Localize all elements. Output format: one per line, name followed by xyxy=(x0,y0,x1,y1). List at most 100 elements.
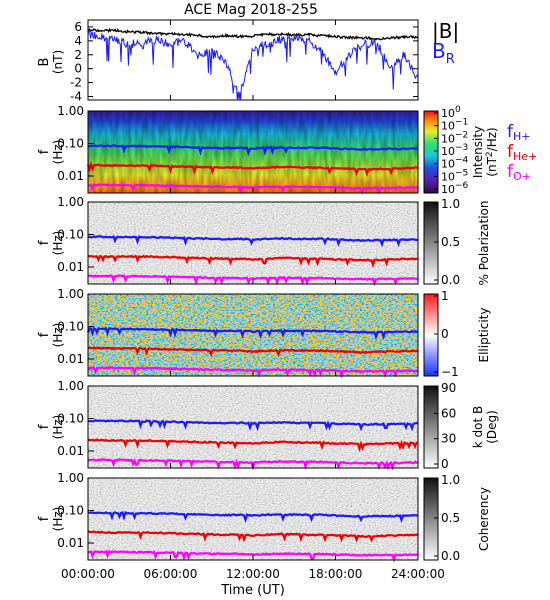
colorbar-tick-exponent: 0 xyxy=(455,105,461,115)
colorbar-tick-label: 0 xyxy=(441,457,449,471)
fhe-curve xyxy=(87,254,419,269)
legend-b-radial-main: B xyxy=(432,39,446,63)
b-y-tick-label: 0 xyxy=(74,62,82,76)
b-panel-frame xyxy=(87,19,419,101)
colorbar-tick-label: 60 xyxy=(441,406,456,420)
kdotb-panel: 1.00 0.10 0.01 f (Hz) 90 60 30 0 k dot B (Deg) xyxy=(37,379,499,471)
colorbar-tick-label: 10−1 xyxy=(441,118,468,133)
fhe-curve xyxy=(86,160,419,177)
colorbar-tick-base: 60 xyxy=(441,406,456,420)
freq-axis-label: f xyxy=(37,240,52,245)
freq-tick-label: 0.01 xyxy=(57,444,84,458)
freq-tick-label: 1.00 xyxy=(57,104,84,118)
legend-fo: fO+ xyxy=(507,162,531,183)
freq-tick-label: 1.00 xyxy=(57,471,84,485)
b-y-tick-label: 4 xyxy=(74,34,82,48)
legend-fhe-main: f xyxy=(507,142,514,162)
x-axis-label: Time (UT) xyxy=(220,583,285,598)
polarization-colorbar-label: % Polarization xyxy=(477,201,491,286)
unit-main: (nT xyxy=(485,156,499,176)
gyrofrequency-legend: fH+ fHe+ fO+ xyxy=(507,122,537,183)
colorbar-tick-label: 0.0 xyxy=(441,549,460,563)
colorbar-tick-base: 10 xyxy=(441,120,455,133)
unit-exponent: 2 xyxy=(485,151,495,157)
intensity-colorbar xyxy=(423,110,439,194)
freq-axis-unit: (Hz) xyxy=(51,415,65,440)
ellipticity-colorbar xyxy=(423,293,439,377)
colorbar-tick-base: 10 xyxy=(441,132,455,145)
freq-tick-label: 1.00 xyxy=(57,195,84,209)
fh-curve xyxy=(87,234,419,248)
colorbar-tick-base: 10 xyxy=(441,158,455,171)
colorbar-tick-exponent: −4 xyxy=(455,156,469,166)
time-tick-label: 00:00:00 xyxy=(61,567,115,581)
ellipticity-panel: 1.00 0.10 0.01 f (Hz) 1 0 −1 Ellipticity xyxy=(37,287,491,379)
colorbar-tick-base: 10 xyxy=(441,107,455,120)
polarization-colorbar xyxy=(423,201,439,285)
legend-fhe-sub: He+ xyxy=(513,150,537,163)
time-axis: 00:00:00 06:00:00 12:00:00 18:00:00 24:00:00 xyxy=(61,567,445,581)
ellipticity-image xyxy=(88,294,418,376)
intensity-panel: 1.000.100.01f (Hz)10010−110−210−310−410−5… xyxy=(37,104,499,196)
fhe-curve xyxy=(87,530,419,543)
freq-tick-label: 0.10 xyxy=(57,504,84,518)
fh-curve xyxy=(88,144,419,157)
colorbar-tick-exponent: −3 xyxy=(455,143,468,153)
colorbar-tick-base: 0.0 xyxy=(441,549,460,563)
freq-axis-unit: (Hz) xyxy=(51,507,65,532)
colorbar-tick-label: 10−5 xyxy=(441,168,468,183)
legend-fh: fH+ xyxy=(507,122,531,143)
colorbar-tick-label: 100 xyxy=(441,105,461,120)
spectrogram-panels: 1.000.100.01f (Hz)10010−110−210−310−410−5… xyxy=(37,104,499,563)
legend-b-radial-sub: R xyxy=(446,52,455,67)
colorbar-tick-label: 0.5 xyxy=(441,511,460,525)
colorbar-tick-label: 1.0 xyxy=(441,473,460,487)
colorbar-tick-base: 0 xyxy=(441,457,449,471)
freq-axis-label: f xyxy=(37,516,52,521)
freq-tick-label: 0.01 xyxy=(57,169,84,183)
kdotb-colorbar-unit: (Deg) xyxy=(485,410,499,444)
colorbar-tick-label: 1.0 xyxy=(441,197,460,211)
colorbar-tick-label: 10−2 xyxy=(441,130,468,145)
colorbar-tick-base: 0.0 xyxy=(441,273,460,287)
colorbar-tick-label: 0.5 xyxy=(441,235,460,249)
fo-curve xyxy=(87,274,419,287)
colorbar-tick-base: 1 xyxy=(441,289,449,303)
b-y-tick-label: -2 xyxy=(70,76,82,90)
freq-tick-label: 0.10 xyxy=(57,228,84,242)
fh-curve xyxy=(87,510,419,524)
colorbar-tick-exponent: −1 xyxy=(455,118,468,128)
unit-end: /Hz) xyxy=(485,127,499,151)
colorbar-tick-exponent: −5 xyxy=(455,168,468,178)
intensity-colorbar-unit: (nT2/Hz) xyxy=(485,127,499,176)
colorbar-tick-base: 10 xyxy=(441,145,455,158)
freq-axis-unit: (Hz) xyxy=(51,231,65,256)
b-ylabel-unit: (nT) xyxy=(51,50,65,74)
fo-curve xyxy=(88,183,419,195)
colorbar-tick-base: 30 xyxy=(441,432,456,446)
colorbar-tick-label: 10−3 xyxy=(441,143,468,158)
colorbar-tick-label: 30 xyxy=(441,432,456,446)
fhe-curve xyxy=(87,438,419,453)
legend-b-radial: BR xyxy=(432,39,455,67)
colorbar-tick-exponent: −6 xyxy=(455,181,469,191)
time-tick-label: 12:00:00 xyxy=(226,567,280,581)
legend-fh-sub: H+ xyxy=(513,130,531,143)
polarization-panel: 1.00 0.10 0.01 f (Hz) 1.0 0.5 0.0 % Polarization xyxy=(37,195,491,287)
freq-axis-label: f xyxy=(37,424,52,429)
kdotb-colorbar xyxy=(423,385,439,469)
b-y-tick-label: 6 xyxy=(74,20,82,34)
figure-title: ACE Mag 2018-255 xyxy=(184,2,318,18)
colorbar-tick-label: 0.0 xyxy=(441,273,460,287)
freq-axis-unit: (Hz) xyxy=(51,140,65,165)
freq-axis-label: f xyxy=(37,149,52,154)
b-radial-series xyxy=(87,29,419,101)
colorbar-tick-base: −1 xyxy=(441,365,459,379)
coherency-image xyxy=(88,478,418,560)
freq-axis-label: f xyxy=(37,332,52,337)
freq-axis-unit: (Hz) xyxy=(51,323,65,348)
intensity-colorbar-label: Intensity xyxy=(471,126,485,178)
